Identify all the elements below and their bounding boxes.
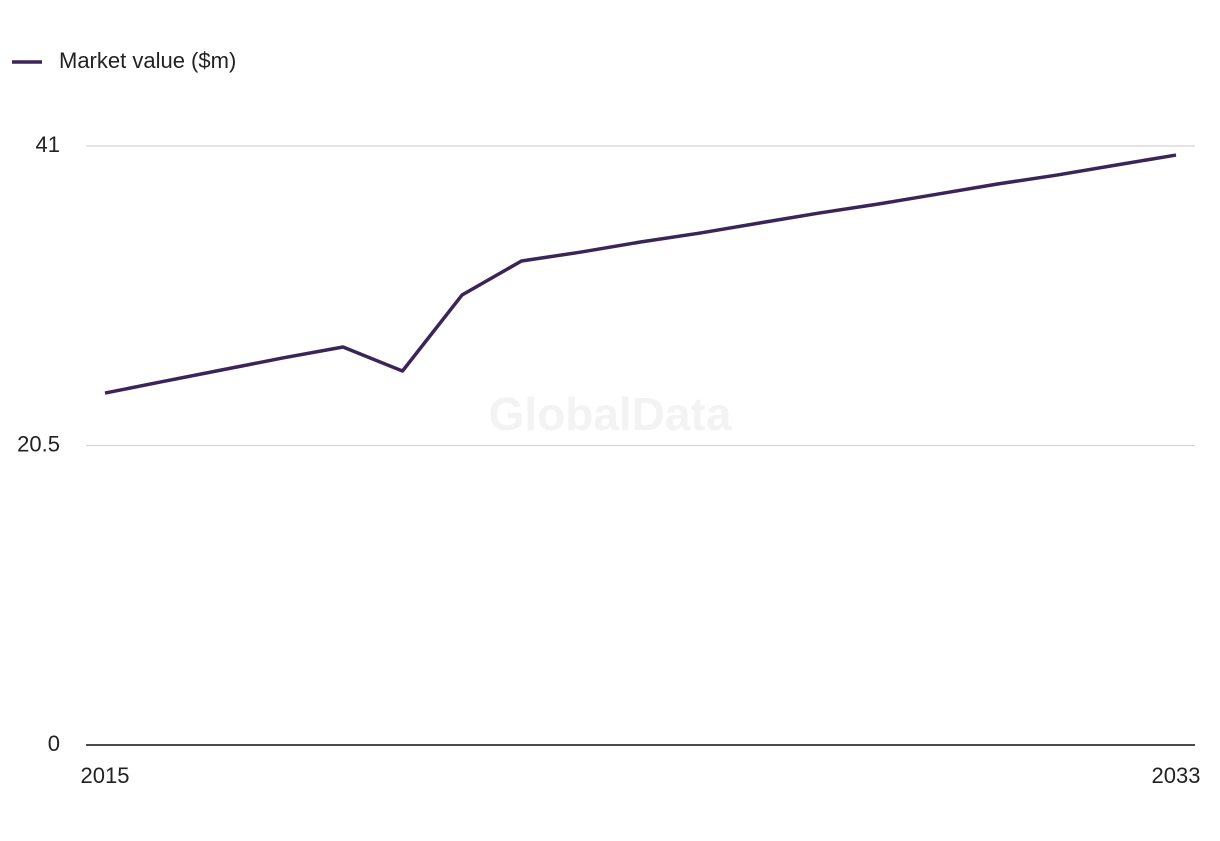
x-tick-label: 2033: [1152, 763, 1201, 788]
y-tick-label: 20.5: [17, 431, 60, 456]
x-tick-label: 2015: [81, 763, 130, 788]
legend-label: Market value ($m): [59, 48, 236, 73]
watermark: GlobalData: [489, 388, 732, 440]
y-tick-label: 41: [36, 132, 60, 157]
y-tick-label: 0: [48, 731, 60, 756]
data-line: [104, 153, 1177, 395]
